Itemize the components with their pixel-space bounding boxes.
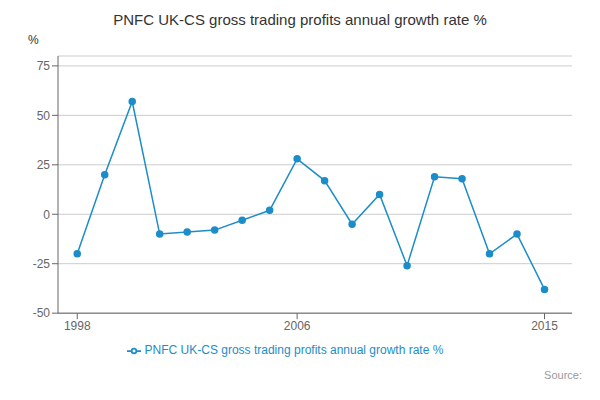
svg-text:2006: 2006 — [284, 319, 311, 333]
svg-text:75: 75 — [37, 59, 51, 73]
svg-text:-25: -25 — [33, 257, 51, 271]
svg-text:2015: 2015 — [531, 319, 558, 333]
html-text:PNFC UK-CS gross trading profi: PNFC UK-CS gross trading profits annual … — [113, 11, 487, 28]
svg-text:25: 25 — [37, 158, 51, 172]
svg-text:0: 0 — [43, 208, 50, 222]
html-text:PNFC UK-CS gross trading profi: PNFC UK-CS gross trading profits annual … — [144, 343, 444, 358]
html-text:Source:: Source: — [544, 369, 582, 381]
svg-text:1998: 1998 — [64, 319, 91, 333]
svg-text:50: 50 — [37, 109, 51, 123]
svg-text:-50: -50 — [33, 306, 51, 320]
